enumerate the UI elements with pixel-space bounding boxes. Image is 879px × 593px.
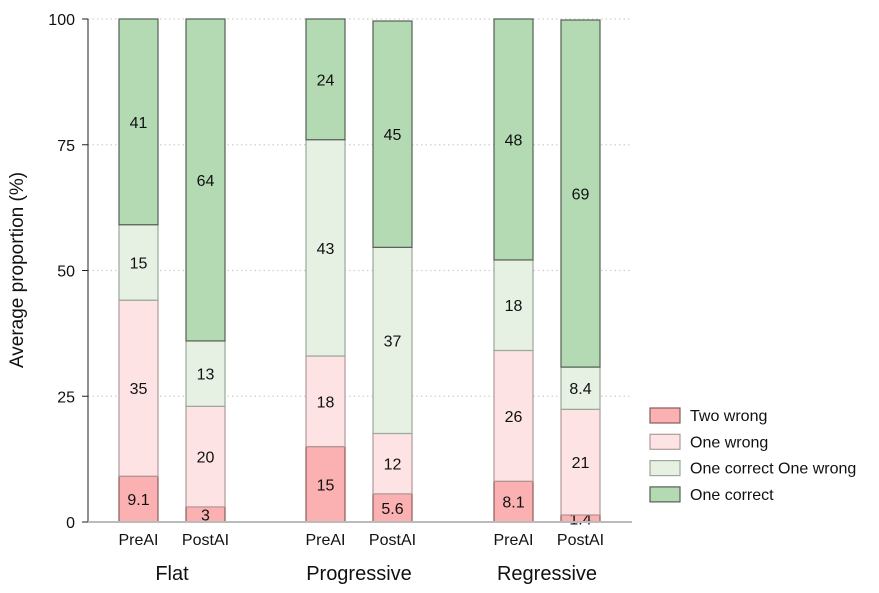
axes: 0 25 50 75 100 PreAI PostAI Flat PreAI PostAI Prog… — [48, 12, 632, 585]
data-label: 64 — [197, 173, 215, 190]
legend-swatch — [649, 407, 681, 424]
bar-segment — [305, 139, 346, 357]
data-label: 37 — [384, 333, 402, 350]
data-label: 12 — [384, 457, 402, 474]
data-label: 20 — [197, 450, 215, 467]
gridlines — [88, 18, 632, 397]
data-label: 41 — [130, 115, 148, 132]
x-tick-label: PreAI — [118, 532, 158, 549]
legend-label: One correct — [690, 487, 774, 504]
legend-swatch — [649, 486, 681, 503]
x-tick-label: PostAI — [557, 532, 604, 549]
legend-label: One wrong — [690, 434, 768, 451]
y-tick-label: 100 — [48, 12, 75, 29]
legend: Two wrong One wrong One correct One wrong O… — [649, 407, 856, 504]
data-label: 5.6 — [381, 501, 403, 518]
data-label: 18 — [317, 394, 335, 411]
group-label: Progressive — [306, 563, 412, 585]
x-tick-label: PostAI — [369, 532, 416, 549]
data-label: 1.4 — [569, 511, 591, 528]
bar-segment — [118, 18, 159, 226]
data-label: 35 — [130, 381, 148, 398]
data-label: 24 — [317, 72, 335, 89]
data-label: 3 — [201, 507, 210, 524]
y-tick-label: 50 — [57, 264, 75, 281]
y-tick-label: 75 — [57, 138, 75, 155]
bar-segment — [305, 18, 346, 141]
y-axis-label: Average proportion (%) — [7, 172, 28, 368]
bar-segment — [305, 355, 346, 448]
data-label: 43 — [317, 241, 335, 258]
data-label: 45 — [384, 127, 402, 144]
legend-label: One correct One wrong — [690, 461, 856, 478]
legend-swatch — [649, 460, 681, 477]
bar-segment — [560, 19, 601, 368]
bar-segment — [185, 405, 226, 508]
bar-segment — [118, 299, 159, 477]
x-tick-label: PreAI — [493, 532, 533, 549]
bar-segment — [372, 20, 413, 248]
data-label: 26 — [505, 409, 523, 426]
data-label: 18 — [505, 298, 523, 315]
group-label: Regressive — [497, 563, 597, 585]
x-tick-label: PostAI — [182, 532, 229, 549]
data-label: 21 — [572, 455, 590, 472]
y-tick-label: 0 — [66, 515, 75, 532]
bar-segment — [493, 349, 534, 482]
bar-segment — [372, 432, 413, 495]
data-label: 69 — [572, 187, 590, 204]
data-label: 9.1 — [127, 492, 149, 509]
legend-label: Two wrong — [690, 408, 767, 425]
bar-segment — [493, 259, 534, 352]
bars: 9.1 35 15 41 3 20 13 64 15 18 43 24 5.6 12 37 45 8.1 26 18… — [118, 18, 601, 528]
bar-segment — [493, 480, 534, 523]
x-tick-label: PreAI — [305, 532, 345, 549]
data-label: 8.4 — [569, 381, 591, 398]
bar-segment — [560, 366, 601, 410]
data-label: 13 — [197, 367, 215, 384]
bar-segment — [560, 408, 601, 516]
data-label: 15 — [317, 477, 335, 494]
data-label: 15 — [130, 255, 148, 272]
bar-segment — [493, 18, 534, 261]
bar-segment — [185, 18, 226, 342]
group-label: Flat — [155, 563, 189, 585]
legend-swatch — [649, 433, 681, 450]
data-label: 48 — [505, 132, 523, 149]
data-label: 8.1 — [502, 495, 524, 512]
y-tick-label: 25 — [57, 389, 75, 406]
